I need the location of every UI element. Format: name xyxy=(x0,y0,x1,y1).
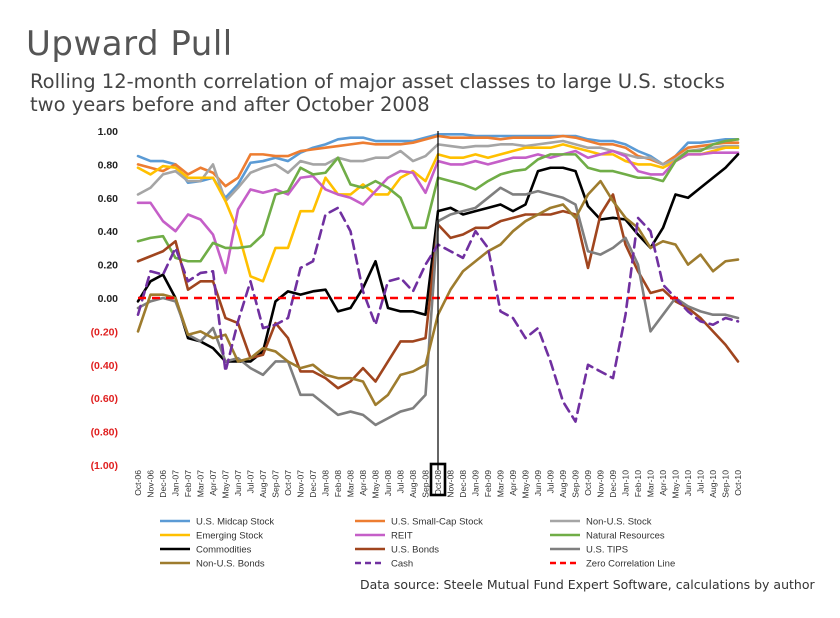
x-tick-label: Jan-08 xyxy=(321,470,331,496)
x-tick-label: May-08 xyxy=(371,470,381,499)
y-tick-label: (0.80) xyxy=(91,427,118,439)
x-tick-label: Nov-08 xyxy=(446,470,456,498)
y-tick-label: 0.20 xyxy=(98,260,119,272)
x-tick-label: Oct-08 xyxy=(433,470,443,496)
legend-label-commodities: Commodities xyxy=(196,545,252,556)
x-tick-label: Dec-08 xyxy=(458,470,468,498)
x-tick-label: Jul-08 xyxy=(396,470,406,494)
x-tick-label: Dec-06 xyxy=(158,470,168,498)
legend: U.S. Midcap Stock U.S. Small-Cap Stock Non… xyxy=(160,517,675,570)
x-tick-label: Sep-08 xyxy=(421,470,431,498)
legend-label-non-u-s-bonds: Non-U.S. Bonds xyxy=(196,559,265,570)
x-tick-label: Oct-06 xyxy=(133,470,143,496)
y-tick-label: 0.40 xyxy=(98,226,119,238)
y-tick-label: (1.00) xyxy=(91,460,118,472)
x-tick-label: Feb-09 xyxy=(483,470,493,497)
x-tick-label: Nov-07 xyxy=(296,470,306,498)
x-tick-label: Nov-06 xyxy=(146,470,156,498)
x-tick-label: Aug-09 xyxy=(558,470,568,498)
x-tick-label: Jan-09 xyxy=(471,470,481,496)
y-tick-label: 0.60 xyxy=(98,193,119,205)
chart-title: Upward Pull xyxy=(26,24,233,64)
x-tick-label: May-07 xyxy=(221,470,231,499)
chart-subtitle-line-2: two years before and after October 2008 xyxy=(30,93,430,116)
x-tick-label: Feb-07 xyxy=(183,470,193,497)
legend-label-reit: REIT xyxy=(391,531,413,542)
legend-label-natural-resources: Natural Resources xyxy=(586,531,665,542)
x-tick-label: Oct-09 xyxy=(583,470,593,496)
x-tick-label: Jan-07 xyxy=(171,470,181,496)
x-tick-label: May-10 xyxy=(671,470,681,499)
x-tick-label: Feb-10 xyxy=(633,470,643,497)
x-tick-label: Jun-10 xyxy=(683,470,693,496)
x-tick-label: Jul-07 xyxy=(246,470,256,494)
x-tick-label: Mar-10 xyxy=(646,470,656,497)
x-tick-label: Jun-09 xyxy=(533,470,543,496)
highlight-box xyxy=(429,462,447,497)
y-tick-label: (0.60) xyxy=(91,393,118,405)
x-tick-label: Aug-10 xyxy=(708,470,718,498)
x-tick-label: Aug-08 xyxy=(408,470,418,498)
x-tick-label: Feb-08 xyxy=(333,470,343,497)
y-tick-label: 1.00 xyxy=(98,126,119,138)
legend-label-zero-correlation-line: Zero Correlation Line xyxy=(586,559,675,570)
y-tick-label: (0.20) xyxy=(91,326,118,338)
x-tick-label: Jul-10 xyxy=(696,470,706,494)
y-tick-label: 0.80 xyxy=(98,159,119,171)
data-source-note: Data source: Steele Mutual Fund Expert S… xyxy=(360,577,815,592)
x-tick-label: Nov-09 xyxy=(596,470,606,498)
x-tick-label: Jul-09 xyxy=(546,470,556,494)
x-tick-label: Apr-07 xyxy=(208,470,218,496)
x-tick-label: Dec-09 xyxy=(608,470,618,498)
x-tick-label: Aug-07 xyxy=(258,470,268,498)
legend-label-u-s-small-cap-stock: U.S. Small-Cap Stock xyxy=(391,517,483,528)
y-tick-label: (0.40) xyxy=(91,360,118,372)
x-tick-label: Jan-10 xyxy=(621,470,631,496)
chart-subtitle-line-1: Rolling 12-month correlation of major as… xyxy=(30,70,725,93)
legend-label-u-s-tips: U.S. TIPS xyxy=(586,545,628,556)
x-tick-label: Mar-09 xyxy=(496,470,506,497)
legend-label-cash: Cash xyxy=(391,559,413,570)
x-tick-label: Mar-07 xyxy=(196,470,206,497)
x-tick-label: Sep-09 xyxy=(571,470,581,498)
x-tick-label: Apr-10 xyxy=(658,470,668,496)
x-tick-label: Oct-10 xyxy=(733,470,743,496)
x-tick-label: Sep-07 xyxy=(271,470,281,498)
chart-subtitle: Rolling 12-month correlation of major as… xyxy=(30,70,830,116)
x-tick-label: Sep-10 xyxy=(721,470,731,498)
axis-labels: 1.00 0.80 0.60 0.40 0.20 0.00 (0.20) (0.40) (0.6… xyxy=(91,126,743,499)
x-tick-label: Jun-08 xyxy=(383,470,393,496)
x-tick-label: May-09 xyxy=(521,470,531,499)
legend-label-u-s-midcap-stock: U.S. Midcap Stock xyxy=(196,517,274,528)
x-tick-label: Apr-09 xyxy=(508,470,518,496)
x-tick-label: Dec-07 xyxy=(308,470,318,498)
legend-label-non-u-s-stock: Non-U.S. Stock xyxy=(586,517,652,528)
legend-label-u-s-bonds: U.S. Bonds xyxy=(391,545,439,556)
legend-label-emerging-stock: Emerging Stock xyxy=(196,531,263,542)
x-tick-label: Jun-07 xyxy=(233,470,243,496)
x-tick-label: Apr-08 xyxy=(358,470,368,496)
y-tick-label: 0.00 xyxy=(98,293,119,305)
x-tick-label: Mar-08 xyxy=(346,470,356,497)
x-tick-label: Oct-07 xyxy=(283,470,293,496)
